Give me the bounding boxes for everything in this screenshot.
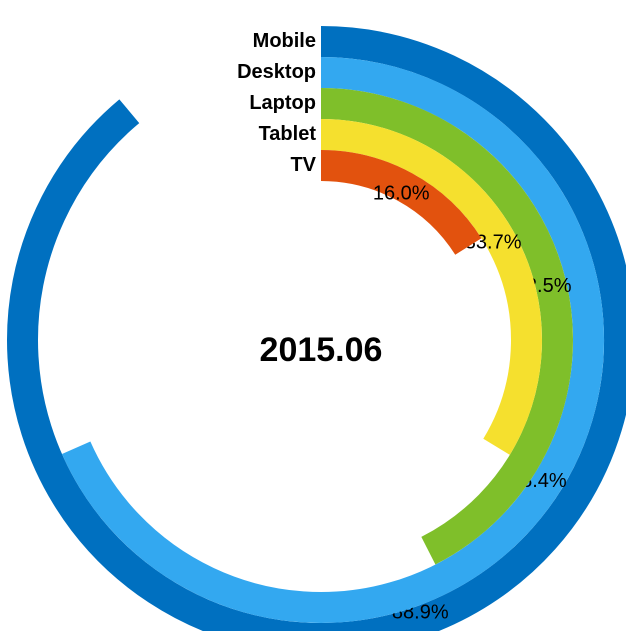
arc-bar — [320, 119, 542, 455]
arc-bar — [7, 26, 626, 631]
category-label: Laptop — [249, 92, 316, 114]
value-label: 16.0% — [373, 182, 430, 204]
category-label: Desktop — [237, 61, 316, 83]
category-label: TV — [290, 154, 316, 176]
category-label: Tablet — [259, 123, 317, 145]
arc-bar — [320, 88, 573, 565]
chart-title: 2015.06 — [260, 331, 383, 369]
arc-bar — [62, 57, 604, 623]
arc-bar — [320, 150, 482, 256]
category-label: Mobile — [253, 30, 316, 52]
